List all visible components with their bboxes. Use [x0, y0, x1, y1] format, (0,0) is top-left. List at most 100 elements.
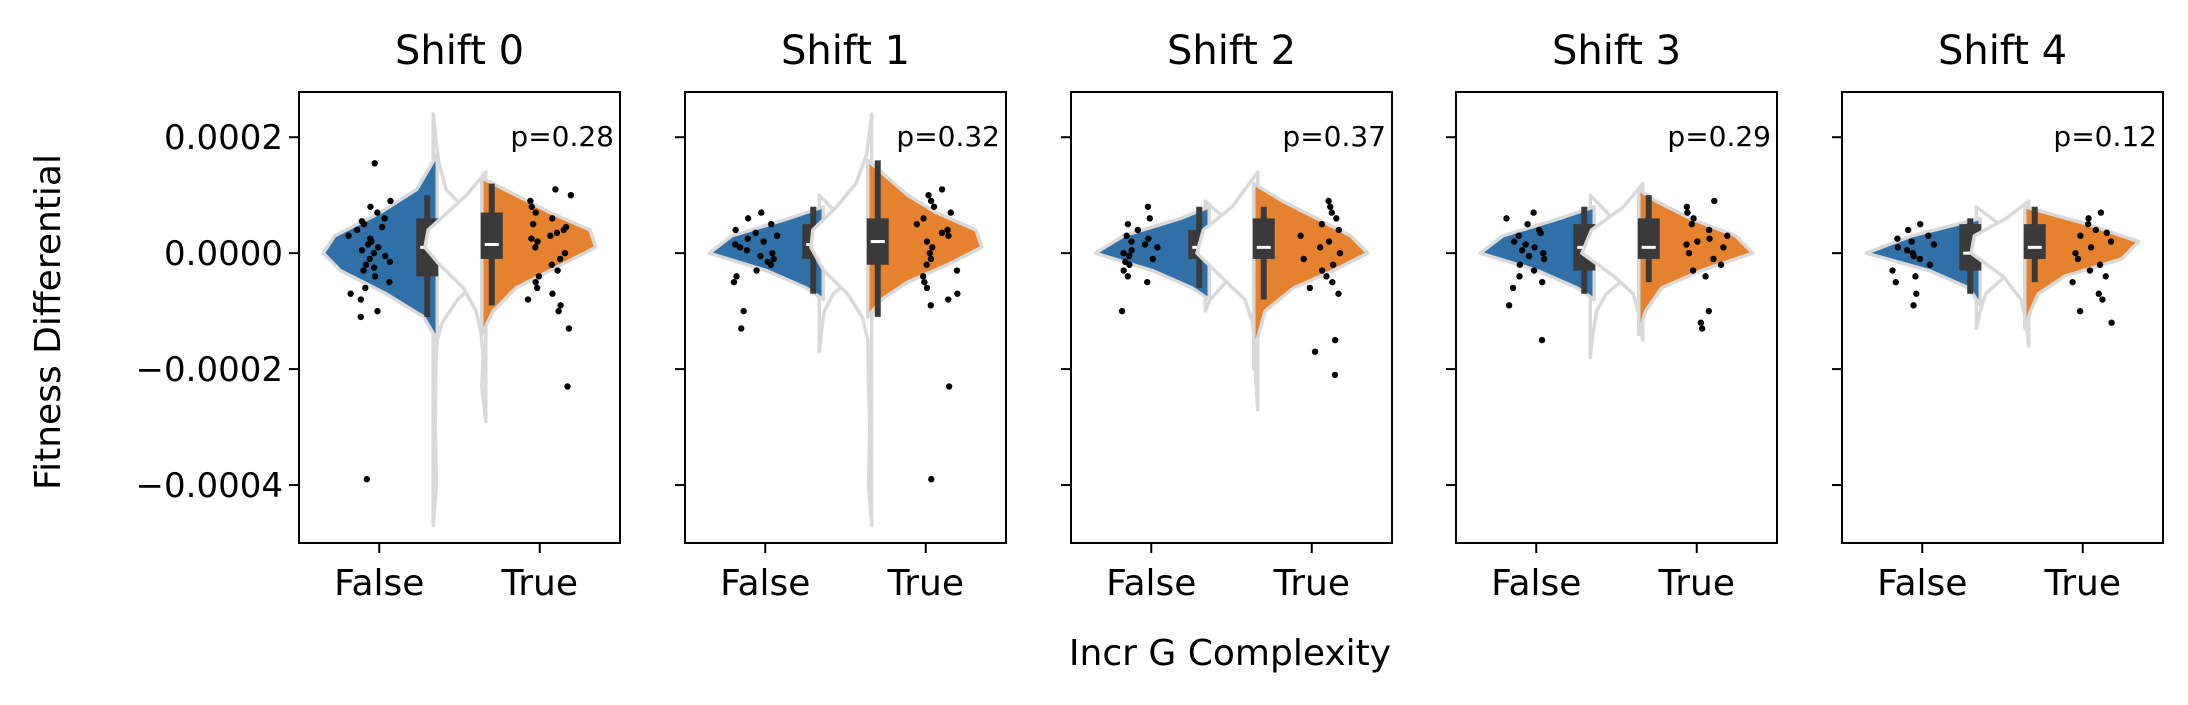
data-point — [552, 186, 559, 193]
data-point — [930, 203, 938, 210]
violin-half — [1478, 205, 1596, 302]
p-value-annotation: p=0.29 — [1667, 120, 1771, 153]
data-point — [1698, 325, 1706, 332]
data-point — [1120, 267, 1127, 274]
data-point — [554, 267, 561, 274]
violin-half — [2023, 205, 2141, 331]
data-point — [1503, 215, 1510, 222]
data-point — [1690, 215, 1697, 222]
data-point — [357, 296, 365, 303]
data-point — [1128, 247, 1135, 254]
data-point — [1917, 220, 1924, 228]
panel-title: Shift 4 — [1938, 28, 2067, 74]
data-point — [1688, 220, 1695, 228]
data-point — [1325, 197, 1332, 205]
data-point — [1894, 235, 1901, 242]
data-point — [1705, 226, 1713, 234]
panel-title: Shift 2 — [1167, 28, 1296, 74]
data-point — [921, 278, 928, 286]
data-point — [1518, 247, 1526, 254]
violin-tail-half — [423, 170, 488, 424]
x-tick-label: True — [887, 563, 964, 604]
data-point — [360, 220, 368, 228]
data-point — [1126, 261, 1133, 268]
series-true — [1195, 170, 1370, 412]
data-point — [2077, 232, 2084, 239]
data-point — [549, 290, 556, 297]
data-point — [773, 232, 781, 239]
series-true — [809, 112, 984, 528]
data-point — [387, 197, 394, 205]
y-tick-label: 0.0002 — [164, 118, 283, 158]
data-point — [557, 302, 564, 309]
data-point — [2108, 319, 2115, 326]
y-tick-label: 0.0000 — [164, 234, 283, 274]
data-point — [1331, 371, 1339, 379]
data-point — [1540, 255, 1548, 263]
data-point — [1892, 278, 1899, 286]
data-point — [938, 229, 946, 237]
violin-half — [1252, 181, 1370, 371]
data-point — [1123, 232, 1130, 239]
data-point — [1894, 244, 1902, 251]
data-point — [938, 186, 946, 193]
data-point — [1522, 241, 1529, 248]
data-point — [1316, 244, 1324, 251]
series-true — [1580, 181, 1755, 342]
y-tick-label: −0.0004 — [136, 466, 283, 506]
data-point — [744, 235, 751, 242]
data-point — [1697, 319, 1705, 326]
data-point — [1144, 278, 1151, 286]
panel-shift-0: Shift 0 0.0002 0.0000 −0.0002 −0.0004 False Tr… — [136, 28, 621, 604]
data-point — [1926, 261, 1934, 268]
data-point — [945, 383, 953, 390]
x-tick-label: False — [1491, 563, 1581, 604]
data-point — [533, 284, 541, 292]
x-tick-label: True — [1658, 563, 1735, 604]
data-point — [953, 267, 961, 274]
data-point — [1144, 203, 1152, 210]
data-point — [1515, 232, 1522, 239]
data-point — [565, 325, 573, 332]
data-point — [1538, 278, 1546, 286]
data-point — [2086, 267, 2094, 274]
data-point — [1908, 238, 1915, 245]
data-point — [367, 203, 374, 210]
data-point — [753, 267, 760, 274]
data-point — [1516, 273, 1523, 280]
data-point — [1930, 241, 1938, 248]
violin-half — [1864, 216, 1982, 308]
axes-frame — [1841, 91, 2164, 544]
axes-frame — [298, 91, 621, 544]
data-point — [1124, 220, 1132, 228]
data-point — [1331, 336, 1339, 344]
data-point — [1912, 273, 1919, 280]
data-point — [1120, 249, 1127, 257]
data-point — [1509, 284, 1517, 292]
data-point — [547, 232, 554, 239]
data-point — [381, 215, 388, 222]
data-point — [752, 229, 759, 237]
data-point — [1925, 232, 1932, 239]
data-point — [374, 209, 381, 216]
data-point — [1335, 226, 1343, 234]
data-point — [730, 278, 738, 286]
data-point — [927, 255, 935, 263]
data-point — [1525, 252, 1533, 260]
data-point — [929, 244, 936, 251]
data-point — [2102, 273, 2109, 280]
data-point — [925, 191, 932, 199]
data-point — [532, 209, 539, 216]
x-tick-label: True — [501, 563, 578, 604]
data-point — [1118, 307, 1126, 315]
data-point — [374, 244, 382, 251]
data-point — [1710, 255, 1717, 263]
data-point — [2087, 244, 2095, 251]
data-point — [1306, 284, 1313, 292]
data-point — [564, 383, 571, 390]
data-point — [1530, 209, 1537, 216]
data-point — [1913, 290, 1920, 297]
data-point — [1124, 273, 1132, 280]
data-point — [549, 215, 556, 222]
